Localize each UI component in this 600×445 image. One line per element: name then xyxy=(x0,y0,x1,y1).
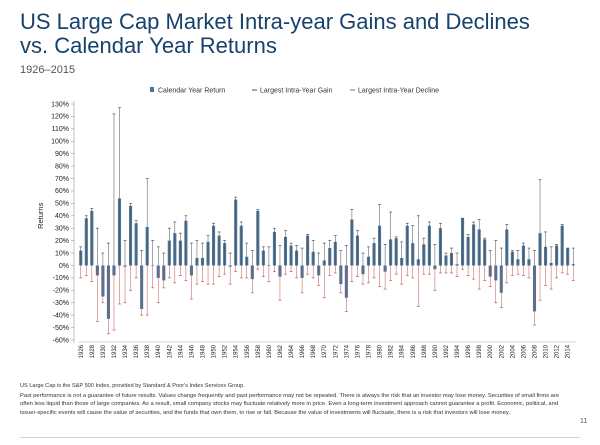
y-tick-label: -30% xyxy=(53,300,69,307)
x-tick-label: 1930 xyxy=(101,344,107,358)
x-tick-label: 1934 xyxy=(123,344,129,358)
source-note: US Large Cap is the S&P 500 Index, provi… xyxy=(20,383,245,389)
x-tick-label: 1998 xyxy=(477,344,483,358)
y-tick-label: 70% xyxy=(55,176,69,183)
returns-chart: Calendar Year Return Largest Intra-Year G… xyxy=(36,87,576,358)
x-tick-label: 1942 xyxy=(167,344,173,358)
x-tick-label: 1928 xyxy=(90,344,96,358)
x-tick-label: 2010 xyxy=(544,344,550,358)
y-tick-label: 10% xyxy=(55,250,69,257)
y-tick-label: -50% xyxy=(53,325,69,332)
x-tick-label: 1984 xyxy=(400,344,406,358)
y-tick-label: -20% xyxy=(53,288,69,295)
x-tick-label: 1992 xyxy=(444,344,450,358)
x-tick-label: 1962 xyxy=(278,344,284,358)
y-tick-label: 80% xyxy=(55,163,69,170)
x-tick-label: 1972 xyxy=(333,344,339,358)
x-tick-label: 1960 xyxy=(267,344,273,358)
legend-label: Largest Intra-Year Gain xyxy=(260,88,333,95)
x-tick-label: 2014 xyxy=(566,344,572,358)
chart-subtitle: 1926–2015 xyxy=(20,64,76,76)
x-tick-label: 2000 xyxy=(488,344,494,358)
bottom-divider xyxy=(20,437,580,438)
title-line-1: US Large Cap Market Intra-year Gains and… xyxy=(20,9,530,34)
y-tick-label: -10% xyxy=(53,275,69,282)
y-tick-label: 40% xyxy=(55,213,69,220)
x-tick-label: 1970 xyxy=(322,344,328,358)
y-tick-label: 60% xyxy=(55,188,69,195)
x-tick-label: 1986 xyxy=(411,344,417,358)
x-tick-label: 1994 xyxy=(455,344,461,358)
x-tick-label: 1976 xyxy=(355,344,361,358)
x-tick-label: 2004 xyxy=(510,344,516,358)
y-tick-label: 110% xyxy=(52,126,69,133)
x-tick-label: 1940 xyxy=(156,344,162,358)
x-tick-label: 1952 xyxy=(223,344,229,358)
x-tick-label: 1974 xyxy=(344,344,350,358)
title-line-2: vs. Calendar Year Returns xyxy=(20,33,277,58)
x-tick-label: 1980 xyxy=(378,344,384,358)
x-tick-label: 1944 xyxy=(178,344,184,358)
y-tick-label: 100% xyxy=(51,139,69,146)
y-tick-label: 30% xyxy=(55,226,69,233)
y-tick-label: 0% xyxy=(59,263,69,270)
y-tick-label: -60% xyxy=(53,337,69,344)
x-tick-label: 1954 xyxy=(234,344,240,358)
x-tick-label: 1958 xyxy=(256,344,262,358)
x-tick-label: 1956 xyxy=(245,344,251,358)
x-tick-label: 1968 xyxy=(311,344,317,358)
x-tick-label: 1988 xyxy=(422,344,428,358)
y-tick-label: 120% xyxy=(51,114,69,121)
y-tick-label: 130% xyxy=(51,101,69,108)
legend-label: Calendar Year Return xyxy=(158,88,225,95)
x-tick-label: 1932 xyxy=(112,344,118,358)
x-tick-label: 2006 xyxy=(521,344,527,358)
x-tick-label: 1982 xyxy=(389,344,395,358)
x-tick-label: 2002 xyxy=(499,344,505,358)
x-tick-label: 1964 xyxy=(289,344,295,358)
x-tick-label: 1948 xyxy=(201,344,207,358)
page-number: 11 xyxy=(580,418,588,425)
x-tick-label: 1996 xyxy=(466,344,472,358)
plot-area xyxy=(79,107,575,335)
y-axis: 130% 120% 110% 100% 90% 80% 70% 60% 50% 40% 30% 20%… xyxy=(36,101,75,344)
x-tick-label: 1966 xyxy=(300,344,306,358)
legend-label: Largest Intra-Year Decline xyxy=(358,88,439,95)
x-axis: 1926 1928 1930 1932 1934 1936 1938 1940 1942 1944… xyxy=(78,341,576,358)
y-tick-label: -40% xyxy=(53,312,69,319)
x-tick-label: 1926 xyxy=(79,344,85,358)
y-tick-label: 50% xyxy=(55,201,69,208)
y-axis-title: Returns xyxy=(36,202,45,229)
x-tick-label: 1978 xyxy=(367,344,373,358)
chart-title: US Large Cap Market Intra-year Gains and… xyxy=(20,10,530,58)
x-tick-label: 1936 xyxy=(134,344,140,358)
x-tick-label: 1950 xyxy=(212,344,218,358)
x-tick-label: 2008 xyxy=(533,344,539,358)
disclaimer-text: Past performance is not a guarantee of f… xyxy=(20,393,560,416)
x-tick-label: 1938 xyxy=(145,344,151,358)
x-tick-label: 1990 xyxy=(433,344,439,358)
x-tick-label: 2012 xyxy=(555,344,561,358)
legend-swatch-calendar-return xyxy=(150,87,154,92)
chart-legend: Calendar Year Return Largest Intra-Year G… xyxy=(150,87,439,95)
y-tick-label: 90% xyxy=(55,151,69,158)
x-tick-label: 1946 xyxy=(189,344,195,358)
y-tick-label: 20% xyxy=(55,238,69,245)
